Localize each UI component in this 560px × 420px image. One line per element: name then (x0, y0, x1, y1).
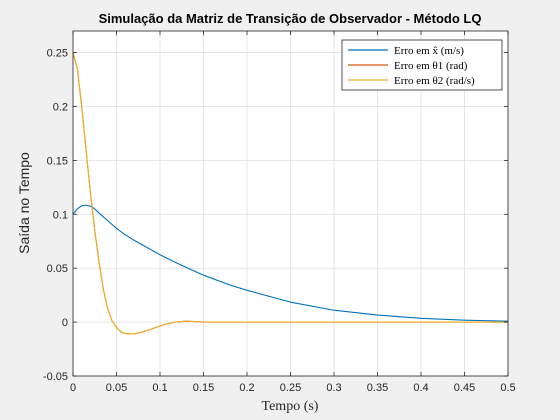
y-tick-label: 0.05 (47, 263, 68, 275)
y-tick-label: 0.15 (47, 155, 68, 167)
x-tick-label: 0.3 (326, 382, 341, 394)
y-tick-label: 0.2 (53, 101, 68, 113)
x-tick-label: 0.45 (454, 382, 475, 394)
series-layer (72, 52, 509, 335)
x-tick-label: 0.05 (106, 382, 127, 394)
y-tick-label: 0 (62, 317, 68, 329)
x-axis-label: Tempo (s) (262, 399, 319, 414)
legend-label-theta1: Erro em θ1 (rad) (394, 60, 468, 72)
chart-title: Simulação da Matriz de Transição de Obse… (99, 11, 482, 26)
y-tick-label: 0.25 (47, 48, 68, 60)
y-tick-label: -0.05 (43, 371, 68, 383)
x-tick-label: 0 (70, 382, 76, 394)
legend: Erro em x̂ (m/s) Erro em θ1 (rad) Erro e… (341, 39, 503, 91)
x-tick-label: 0.5 (500, 382, 515, 394)
x-tick-label: 0.2 (239, 382, 254, 394)
y-axis-label: Saída no Tempo (16, 152, 32, 254)
legend-label-x-hat: Erro em x̂ (m/s) (394, 45, 464, 57)
y-tick-label: 0.1 (53, 209, 68, 221)
x-tick-label: 0.1 (152, 382, 167, 394)
x-tick-label: 0.15 (193, 382, 214, 394)
ticks: 0 0.05 0.1 0.15 0.2 0.25 0.3 0.35 0.4 0.45 0.5 -0.0… (43, 31, 516, 394)
legend-label-theta2: Erro em θ2 (rad/s) (394, 75, 475, 87)
series-line-theta2 (72, 52, 508, 335)
x-tick-label: 0.35 (367, 382, 388, 394)
series-line-x-hat (72, 204, 509, 322)
x-tick-label: 0.25 (280, 382, 301, 394)
x-tick-label: 0.4 (413, 382, 428, 394)
